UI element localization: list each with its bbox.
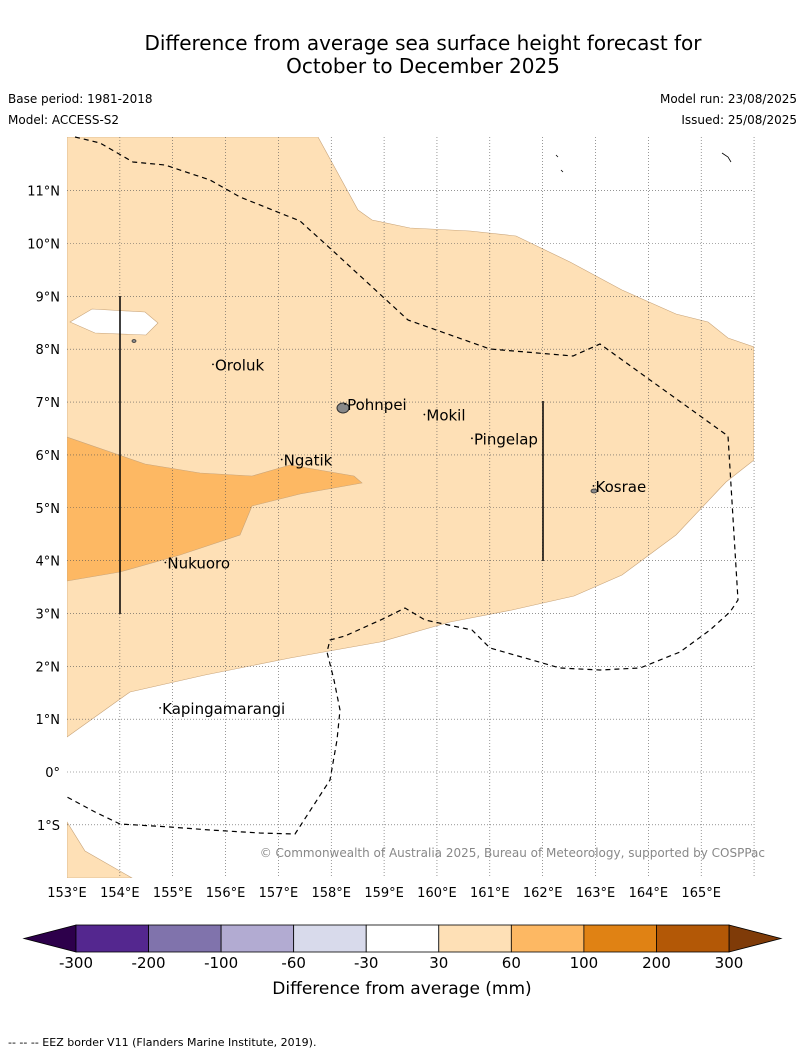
map-area: [67, 137, 754, 878]
place-label: Oroluk: [215, 356, 264, 374]
colorbar-under-arrow: [22, 924, 77, 953]
colorbar-segment: [148, 924, 222, 953]
place-marker: [344, 403, 347, 405]
lat-tick-label: 6°N: [36, 449, 61, 464]
colorbar-over-arrow: [728, 924, 783, 953]
colorbar-tick-label: 100: [570, 954, 599, 972]
lat-tick-label: 5°N: [36, 502, 61, 517]
lat-tick-label: 2°N: [36, 660, 61, 675]
colorbar-segment: [220, 924, 295, 953]
copyright-text: © Commonwealth of Australia 2025, Bureau…: [260, 846, 765, 860]
eez-footnote: -- -- -- EEZ border V11 (Flanders Marine…: [8, 1036, 317, 1049]
place-marker: [280, 458, 283, 461]
colorbar-tick-label: -200: [132, 954, 166, 972]
colorbar-segment: [656, 924, 730, 953]
place-marker: [159, 706, 162, 709]
lon-tick-label: 165°E: [681, 886, 721, 901]
colorbar-segment: [510, 924, 585, 953]
colorbar-tick-label: 30: [429, 954, 448, 972]
lon-tick-label: 153°E: [47, 886, 87, 901]
chart-title: Difference from average sea surface heig…: [0, 32, 804, 78]
colorbar-segment: [583, 924, 657, 953]
neutral-region-hole: [69, 308, 159, 336]
colorbar-tick-label: -100: [204, 954, 238, 972]
lat-tick-label: 0°: [45, 766, 60, 781]
lat-tick-label: 4°N: [36, 555, 61, 570]
colorbar-tick-label: -60: [281, 954, 306, 972]
colorbar: -300 -200 -100 -60 -30 30 60 100 200 300: [22, 924, 783, 972]
lat-tick-label: 8°N: [36, 343, 61, 358]
colorbar-segment: [438, 924, 512, 953]
place-marker: [212, 363, 214, 366]
lat-tick-label: 9°N: [36, 290, 61, 305]
lon-tick-label: 155°E: [153, 886, 193, 901]
model-name: Model: ACCESS-S2: [8, 113, 120, 127]
title-line-2: October to December 2025: [286, 54, 560, 78]
pohnpei-island-shape: [336, 402, 350, 414]
eez-border-north: [66, 136, 739, 835]
lon-tick-label: 154°E: [100, 886, 140, 901]
lon-tick-label: 160°E: [417, 886, 457, 901]
lon-tick-label: 164°E: [629, 886, 669, 901]
base-period: Base period: 1981-2018: [8, 92, 153, 106]
place-marker: [423, 413, 426, 416]
colorbar-tick-label: 300: [715, 954, 744, 972]
place-labels: Oroluk Pohnpei Mokil Pingelap Ngatik Kosrae Nu…: [159, 356, 646, 718]
lon-tick-label: 157°E: [259, 886, 299, 901]
lon-tick-label: 161°E: [470, 886, 510, 901]
lon-tick-label: 156°E: [206, 886, 246, 901]
anomaly-region-30-60: [67, 137, 754, 738]
lat-tick-label: 1°N: [36, 713, 61, 728]
colorbar-tick-label: -30: [354, 954, 379, 972]
colorbar-tick-label: -300: [59, 954, 93, 972]
islet-shape: [131, 339, 137, 343]
lat-tick-label: 3°N: [36, 607, 61, 622]
lat-tick-label: 7°N: [36, 396, 61, 411]
place-marker: [592, 484, 595, 487]
colorbar-tick-label: 200: [642, 954, 671, 972]
place-label: Ngatik: [284, 451, 333, 469]
place-label: Kapingamarangi: [162, 700, 285, 718]
place-label: Nukuoro: [167, 555, 230, 573]
issued-date: Issued: 25/08/2025: [681, 113, 797, 127]
place-label: Pohnpei: [347, 396, 407, 414]
colorbar-title: Difference from average (mm): [272, 979, 532, 999]
model-run: Model run: 23/08/2025: [659, 92, 797, 106]
colorbar-segment: [365, 924, 440, 953]
lat-tick-label: 10°N: [27, 238, 60, 253]
atoll-marks: [555, 152, 732, 173]
title-line-1: Difference from average sea surface heig…: [144, 31, 702, 55]
lon-tick-label: 162°E: [523, 886, 563, 901]
place-marker: [164, 561, 167, 564]
axis-labels: 11°N 10°N 9°N 8°N 7°N 6°N 5°N 4°N 3°N 2°N 1°N 0° 1°S…: [27, 185, 721, 901]
place-label: Kosrae: [596, 478, 647, 496]
anomaly-region-small-patch: [67, 821, 133, 878]
graticule: [67, 137, 755, 878]
place-label: Mokil: [426, 407, 465, 425]
colorbar-tick-label: 60: [502, 954, 521, 972]
kosrae-island-shape: [590, 488, 598, 494]
lat-tick-label: 11°N: [27, 185, 60, 200]
lon-tick-label: 163°E: [576, 886, 616, 901]
place-label: Pingelap: [474, 430, 538, 448]
lat-tick-label: 1°S: [37, 819, 60, 834]
colorbar-segment: [293, 924, 367, 953]
lon-tick-label: 158°E: [311, 886, 351, 901]
colorbar-segment: [75, 924, 149, 953]
place-marker: [471, 437, 473, 440]
lon-tick-label: 159°E: [364, 886, 404, 901]
